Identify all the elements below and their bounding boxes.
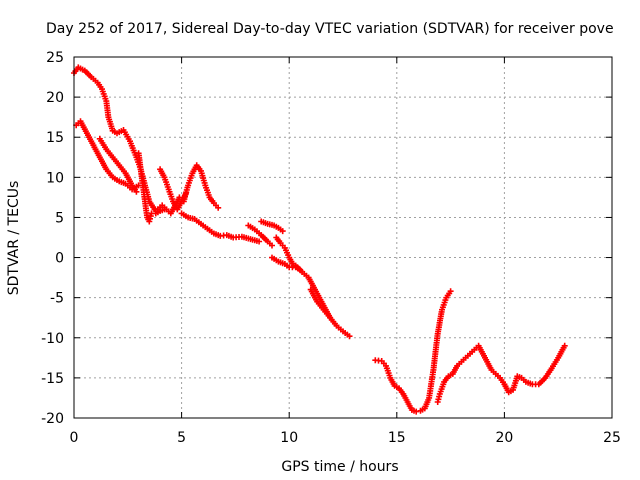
- series-track-5: [157, 166, 189, 213]
- series-track-6: [180, 162, 222, 211]
- x-tick-label: 0: [70, 430, 79, 446]
- y-tick-label: 25: [46, 50, 64, 66]
- y-tick-label: 15: [46, 130, 64, 146]
- y-tick-label: 0: [55, 251, 64, 267]
- y-tick-label: 5: [55, 210, 64, 226]
- data-points: [71, 64, 568, 415]
- series-track-13: [307, 286, 353, 340]
- y-axis-title: SDTVAR / TECUs: [6, 181, 22, 296]
- y-tick-label: -5: [50, 291, 64, 307]
- data-point: [161, 206, 168, 213]
- y-tick-label: 20: [46, 90, 64, 106]
- x-axis-title: GPS time / hours: [281, 459, 398, 475]
- series-track-1: [71, 64, 183, 217]
- data-point: [447, 288, 454, 295]
- series-track-15: [434, 342, 568, 405]
- data-point: [215, 204, 222, 211]
- chart-title: Day 252 of 2017, Sidereal Day-to-day VTE…: [46, 21, 614, 37]
- series-track-8: [245, 222, 275, 249]
- data-point: [279, 228, 286, 235]
- data-point: [269, 242, 275, 249]
- data-point: [561, 342, 568, 349]
- series-track-2: [73, 118, 142, 193]
- series-track-3: [96, 135, 140, 195]
- grid: [74, 57, 612, 418]
- plot-frame: [73, 56, 613, 419]
- tick-labels: 0 5 10 15 20 25 -20 -15 -10 -5 0 5 10 15 20 25: [41, 50, 621, 446]
- data-point: [133, 188, 140, 195]
- x-tick-label: 5: [177, 430, 186, 446]
- y-tick-label: -10: [41, 331, 64, 347]
- x-tick-label: 25: [603, 430, 621, 446]
- series-track-14: [372, 288, 454, 415]
- data-point: [346, 333, 353, 340]
- series-track-9: [258, 218, 286, 235]
- x-tick-label: 15: [388, 430, 406, 446]
- x-tick-label: 20: [495, 430, 513, 446]
- x-tick-label: 10: [280, 430, 298, 446]
- data-point: [256, 238, 263, 245]
- y-tick-label: -20: [41, 411, 64, 427]
- y-tick-label: -15: [41, 371, 64, 387]
- ticks: [73, 56, 613, 419]
- y-tick-label: 10: [46, 170, 64, 186]
- data-point: [413, 408, 420, 415]
- series-track-7: [178, 210, 263, 245]
- series-track-4: [135, 150, 168, 225]
